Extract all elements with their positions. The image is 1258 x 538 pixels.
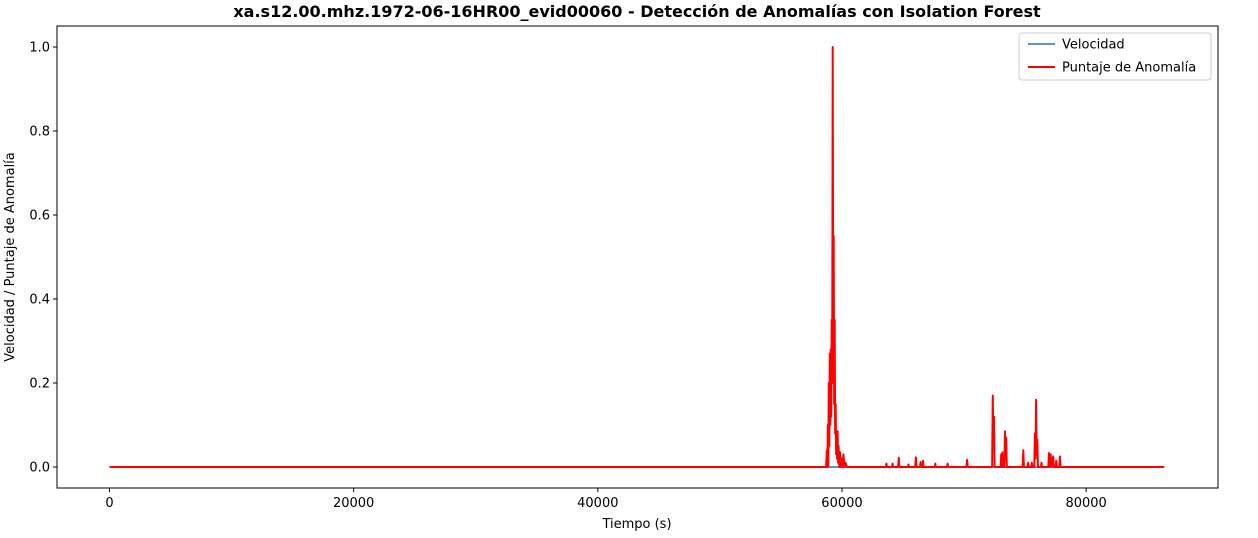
y-axis-label: Velocidad / Puntaje de Anomalía <box>3 152 18 362</box>
legend-label: Puntaje de Anomalía <box>1062 61 1196 76</box>
chart-title: xa.s12.00.mhz.1972-06-16HR00_evid00060 -… <box>233 2 1041 21</box>
legend-box <box>1018 32 1212 81</box>
y-tick-label: 0.2 <box>29 377 50 392</box>
x-axis-label: Tiempo (s) <box>601 517 671 532</box>
plot-area <box>109 46 1165 468</box>
x-tick-label: 40000 <box>577 496 618 511</box>
y-tick-label: 1.0 <box>29 41 50 56</box>
series-group <box>109 46 1165 468</box>
y-tick-label: 0.6 <box>29 209 50 224</box>
x-tick-label: 20000 <box>333 496 374 511</box>
series-line-puntaje-de-anomalia <box>109 46 1165 468</box>
legend: Velocidad Puntaje de Anomalía <box>1018 32 1212 81</box>
y-tick-label: 0.8 <box>29 125 50 140</box>
x-tick-label: 0 <box>105 496 113 511</box>
y-tick-label: 0.4 <box>29 293 50 308</box>
plot-frame <box>56 25 1219 489</box>
legend-label: Velocidad <box>1062 38 1125 53</box>
x-tick-label: 60000 <box>821 496 862 511</box>
y-tick-label: 0.0 <box>29 461 50 476</box>
x-tick-label: 80000 <box>1065 496 1106 511</box>
axes: 0 20000 40000 60000 80000 0.0 0.2 0.4 0.6 0.8 1.0 <box>29 25 1219 511</box>
